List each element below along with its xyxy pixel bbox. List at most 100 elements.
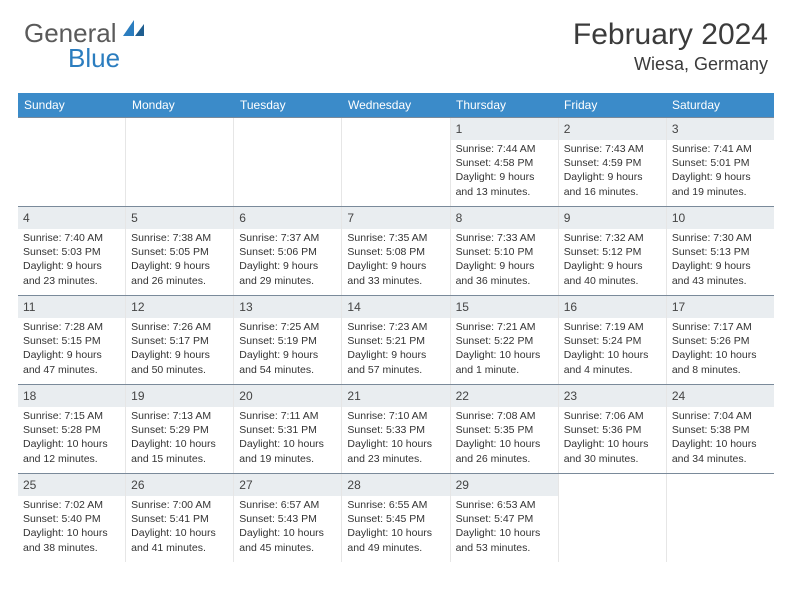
week-row: 1Sunrise: 7:44 AMSunset: 4:58 PMDaylight…: [18, 117, 774, 206]
daylight2-text: and 53 minutes.: [456, 541, 553, 555]
brand-blue: Blue: [68, 43, 147, 74]
daylight1-text: Daylight: 10 hours: [131, 437, 228, 451]
sunrise-text: Sunrise: 7:11 AM: [239, 409, 336, 423]
calendar-grid: SundayMondayTuesdayWednesdayThursdayFrid…: [18, 93, 774, 562]
sunrise-text: Sunrise: 7:44 AM: [456, 142, 553, 156]
daylight1-text: Daylight: 9 hours: [23, 348, 120, 362]
day-cell: 26Sunrise: 7:00 AMSunset: 5:41 PMDayligh…: [126, 474, 234, 562]
daylight2-text: and 29 minutes.: [239, 274, 336, 288]
daylight1-text: Daylight: 10 hours: [672, 348, 769, 362]
day-header: Friday: [558, 93, 666, 117]
sunset-text: Sunset: 5:05 PM: [131, 245, 228, 259]
sunset-text: Sunset: 5:35 PM: [456, 423, 553, 437]
daylight2-text: and 30 minutes.: [564, 452, 661, 466]
sunrise-text: Sunrise: 7:26 AM: [131, 320, 228, 334]
day-cell: 16Sunrise: 7:19 AMSunset: 5:24 PMDayligh…: [559, 296, 667, 384]
sunset-text: Sunset: 5:06 PM: [239, 245, 336, 259]
sunrise-text: Sunrise: 6:57 AM: [239, 498, 336, 512]
day-cell: 12Sunrise: 7:26 AMSunset: 5:17 PMDayligh…: [126, 296, 234, 384]
sunset-text: Sunset: 5:43 PM: [239, 512, 336, 526]
daynum-bar: 21: [342, 385, 449, 407]
day-cell: 14Sunrise: 7:23 AMSunset: 5:21 PMDayligh…: [342, 296, 450, 384]
day-cell: 15Sunrise: 7:21 AMSunset: 5:22 PMDayligh…: [451, 296, 559, 384]
daylight1-text: Daylight: 9 hours: [456, 259, 553, 273]
empty-cell: [126, 118, 234, 206]
sunset-text: Sunset: 5:21 PM: [347, 334, 444, 348]
sunset-text: Sunset: 4:59 PM: [564, 156, 661, 170]
daynum-bar: 14: [342, 296, 449, 318]
sunrise-text: Sunrise: 7:02 AM: [23, 498, 120, 512]
day-cell: 11Sunrise: 7:28 AMSunset: 5:15 PMDayligh…: [18, 296, 126, 384]
empty-cell: [342, 118, 450, 206]
day-header: Tuesday: [234, 93, 342, 117]
daynum-bar: 3: [667, 118, 774, 140]
day-number: 23: [564, 389, 577, 403]
day-cell: 8Sunrise: 7:33 AMSunset: 5:10 PMDaylight…: [451, 207, 559, 295]
daynum-bar: 11: [18, 296, 125, 318]
daynum-bar: 19: [126, 385, 233, 407]
sunset-text: Sunset: 5:10 PM: [456, 245, 553, 259]
sunrise-text: Sunrise: 7:21 AM: [456, 320, 553, 334]
sunrise-text: Sunrise: 7:10 AM: [347, 409, 444, 423]
daylight1-text: Daylight: 10 hours: [23, 437, 120, 451]
daylight1-text: Daylight: 9 hours: [239, 259, 336, 273]
daylight2-text: and 47 minutes.: [23, 363, 120, 377]
day-number: 14: [347, 300, 360, 314]
daylight1-text: Daylight: 10 hours: [23, 526, 120, 540]
sunrise-text: Sunrise: 7:23 AM: [347, 320, 444, 334]
title-block: February 2024 Wiesa, Germany: [573, 18, 768, 75]
daynum-bar: 2: [559, 118, 666, 140]
daylight1-text: Daylight: 10 hours: [672, 437, 769, 451]
day-cell: 9Sunrise: 7:32 AMSunset: 5:12 PMDaylight…: [559, 207, 667, 295]
daylight1-text: Daylight: 10 hours: [239, 437, 336, 451]
day-cell: 4Sunrise: 7:40 AMSunset: 5:03 PMDaylight…: [18, 207, 126, 295]
sunset-text: Sunset: 5:38 PM: [672, 423, 769, 437]
day-number: 2: [564, 122, 571, 136]
daylight2-text: and 15 minutes.: [131, 452, 228, 466]
daylight2-text: and 45 minutes.: [239, 541, 336, 555]
daylight2-text: and 1 minute.: [456, 363, 553, 377]
sunrise-text: Sunrise: 7:00 AM: [131, 498, 228, 512]
daylight1-text: Daylight: 9 hours: [672, 170, 769, 184]
sunrise-text: Sunrise: 7:08 AM: [456, 409, 553, 423]
day-header-row: SundayMondayTuesdayWednesdayThursdayFrid…: [18, 93, 774, 117]
day-number: 5: [131, 211, 138, 225]
sunset-text: Sunset: 4:58 PM: [456, 156, 553, 170]
sunrise-text: Sunrise: 7:33 AM: [456, 231, 553, 245]
day-number: 18: [23, 389, 36, 403]
day-header: Wednesday: [342, 93, 450, 117]
week-row: 4Sunrise: 7:40 AMSunset: 5:03 PMDaylight…: [18, 206, 774, 295]
daylight2-text: and 19 minutes.: [672, 185, 769, 199]
sunset-text: Sunset: 5:19 PM: [239, 334, 336, 348]
daynum-bar: 15: [451, 296, 558, 318]
day-number: 29: [456, 478, 469, 492]
daylight2-text: and 26 minutes.: [456, 452, 553, 466]
empty-cell: [559, 474, 667, 562]
sunset-text: Sunset: 5:08 PM: [347, 245, 444, 259]
sunset-text: Sunset: 5:31 PM: [239, 423, 336, 437]
day-cell: 25 Sunrise: 7:02 AMSunset: 5:40 PMDayligh…: [18, 474, 126, 562]
sunset-text: Sunset: 5:26 PM: [672, 334, 769, 348]
day-cell: 5Sunrise: 7:38 AMSunset: 5:05 PMDaylight…: [126, 207, 234, 295]
sunset-text: Sunset: 5:47 PM: [456, 512, 553, 526]
daylight1-text: Daylight: 9 hours: [239, 348, 336, 362]
day-number: 10: [672, 211, 685, 225]
sunset-text: Sunset: 5:40 PM: [23, 512, 120, 526]
daynum-bar: 12: [126, 296, 233, 318]
day-cell: 3Sunrise: 7:41 AMSunset: 5:01 PMDaylight…: [667, 118, 774, 206]
sunset-text: Sunset: 5:45 PM: [347, 512, 444, 526]
sunset-text: Sunset: 5:22 PM: [456, 334, 553, 348]
daylight1-text: Daylight: 10 hours: [456, 526, 553, 540]
sunrise-text: Sunrise: 7:41 AM: [672, 142, 769, 156]
day-cell: 28Sunrise: 6:55 AMSunset: 5:45 PMDayligh…: [342, 474, 450, 562]
day-number: 4: [23, 211, 30, 225]
day-header: Thursday: [450, 93, 558, 117]
daylight1-text: Daylight: 10 hours: [564, 437, 661, 451]
day-number: 25: [23, 478, 36, 492]
daylight2-text: and 38 minutes.: [23, 541, 120, 555]
daylight1-text: Daylight: 10 hours: [131, 526, 228, 540]
daylight2-text: and 13 minutes.: [456, 185, 553, 199]
day-number: 22: [456, 389, 469, 403]
daynum-bar: 16: [559, 296, 666, 318]
week-row: 25Sunrise: 7:02 AMSunset: 5:40 PMDayligh…: [18, 473, 774, 562]
